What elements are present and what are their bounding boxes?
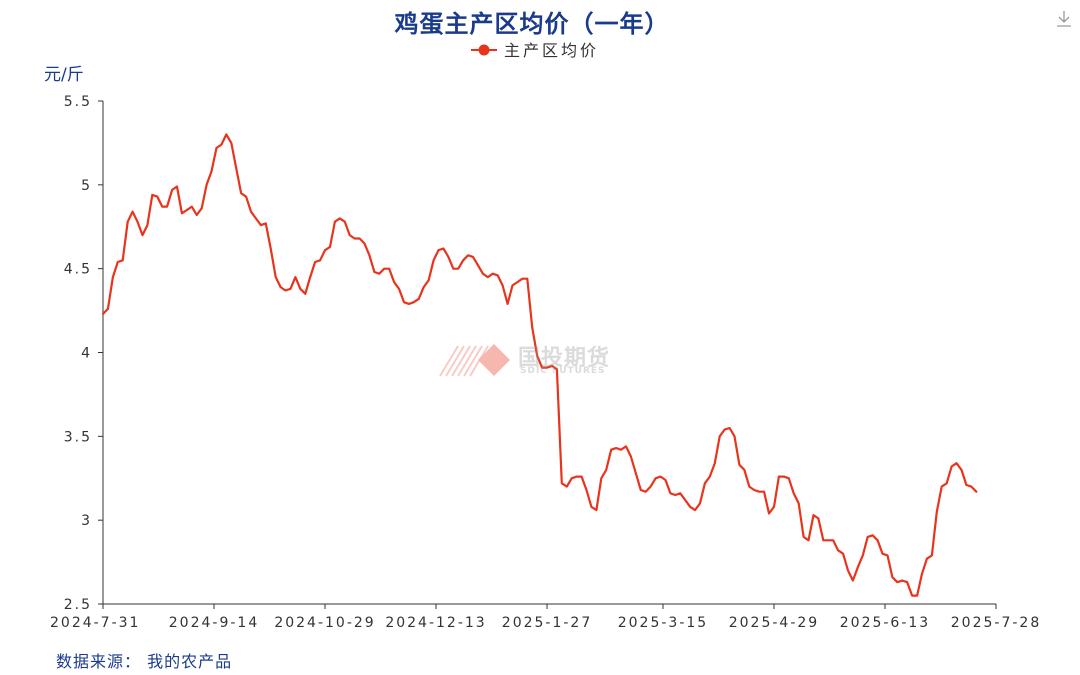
watermark: 国投期货 SDIC FUTURES (438, 340, 638, 380)
legend[interactable]: 主产区均价 (471, 41, 599, 60)
x-tick-label: 2025-6-13 (840, 615, 930, 631)
series-line-主产区均价 (101, 133, 978, 597)
legend-label: 主产区均价 (504, 41, 599, 60)
x-tick-label: 2024-9-14 (169, 615, 259, 631)
x-tick-label: 2025-7-28 (951, 615, 1041, 631)
y-tick-label: 4 (81, 346, 92, 362)
x-tick-label: 2024-7-31 (50, 615, 140, 631)
y-tick-label: 3.5 (64, 429, 92, 445)
watermark-text-cn: 国投期货 (518, 346, 611, 371)
y-axis: 5.5 5 4.5 4 3.5 3 2.5 (64, 94, 104, 613)
y-tick-label: 3 (81, 513, 92, 529)
data-source: 数据来源： 我的农产品 (56, 652, 233, 671)
y-tick-label: 5.5 (64, 94, 92, 110)
watermark-logo (439, 344, 510, 377)
legend-marker (478, 44, 490, 56)
x-tick-label: 2025-1-27 (502, 615, 592, 631)
y-tick-label: 4.5 (64, 262, 92, 278)
watermark-text-en: SDIC FUTURES (520, 366, 606, 376)
y-axis-unit: 元/斤 (44, 65, 84, 85)
y-tick-label: 5 (81, 178, 92, 194)
x-tick-label: 2024-12-13 (385, 615, 486, 631)
y-tick-label: 2.5 (64, 597, 92, 613)
chart-title: 鸡蛋主产区均价（一年） (394, 10, 670, 38)
x-tick-label: 2025-4-29 (729, 615, 819, 631)
download-icon[interactable] (1056, 10, 1072, 28)
x-axis: 2024-7-31 2024-9-14 2024-10-29 2024-12-13 20… (50, 603, 1041, 631)
x-tick-label: 2025-3-15 (618, 615, 708, 631)
x-tick-label: 2024-10-29 (274, 615, 375, 631)
